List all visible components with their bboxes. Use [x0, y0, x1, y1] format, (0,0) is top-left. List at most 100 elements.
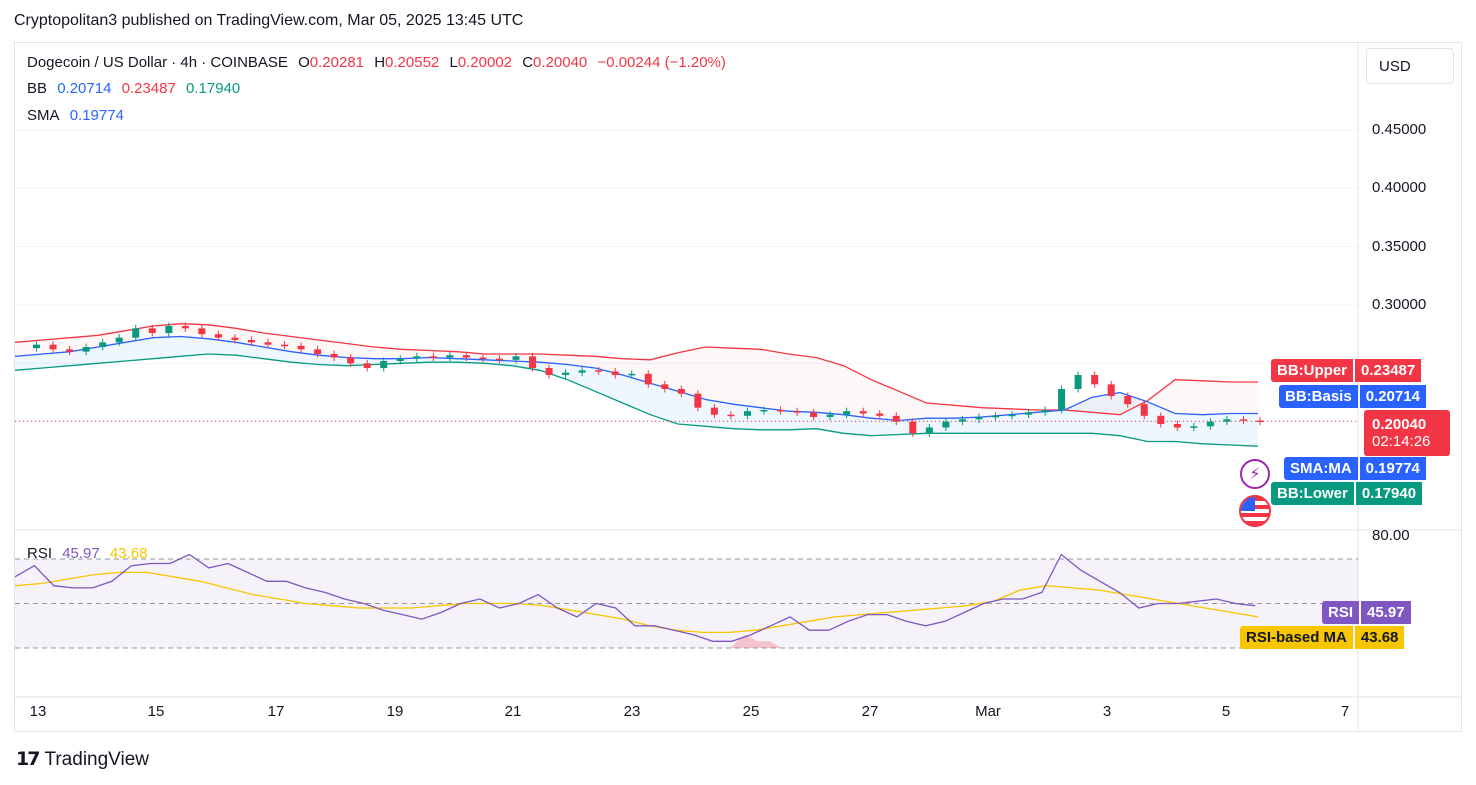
candle-body	[1008, 414, 1016, 417]
candle-body	[330, 354, 338, 358]
candle-body	[314, 349, 322, 354]
candle-body	[876, 413, 884, 416]
bb-lower-tag-value: 0.17940	[1355, 482, 1423, 505]
candle-body	[99, 342, 107, 347]
candle-body	[1223, 419, 1231, 422]
x-tick: 3	[1102, 703, 1112, 720]
candle-body	[413, 356, 421, 359]
chart-frame[interactable]	[14, 42, 1462, 732]
rsi-tag: RSI 45.97	[1322, 601, 1411, 624]
x-tick: 5	[1221, 703, 1231, 720]
candle-body	[181, 326, 189, 329]
candle-body	[132, 328, 140, 338]
y-tick: 0.30000	[1372, 296, 1427, 313]
tradingview-logo-icon: 𝟭𝟳	[16, 749, 40, 770]
open-value: 0.20281	[309, 54, 365, 71]
us-flag-canton	[1241, 497, 1255, 511]
candle-body	[115, 337, 123, 343]
x-tick: 27	[861, 703, 879, 720]
open-label: O	[298, 54, 310, 71]
x-tick: 25	[742, 703, 760, 720]
low-value: 0.20002	[457, 54, 513, 71]
candle-body	[545, 368, 553, 375]
close-label: C	[522, 54, 534, 71]
bb-upper-fill	[15, 323, 1258, 421]
rsi-tag-value: 45.97	[1361, 601, 1411, 624]
candle-body	[1124, 396, 1132, 405]
price-tag-countdown: 02:14:26	[1372, 433, 1431, 450]
x-tick: 13	[29, 703, 47, 720]
y-tick: 0.45000	[1372, 121, 1427, 138]
candle-body	[380, 361, 388, 368]
price-tag: 0.20040 02:14:26	[1364, 410, 1450, 456]
candle-body	[628, 373, 636, 376]
rsi-ma-line	[14, 571, 1259, 634]
flash-icon[interactable]: ⚡	[1240, 459, 1270, 489]
x-tick: 17	[267, 703, 285, 720]
candle-body	[826, 414, 834, 417]
rsi-tag-name: RSI	[1322, 601, 1360, 624]
candle-body	[760, 410, 768, 412]
sma-tag: SMA:MA 0.19774	[1284, 457, 1426, 480]
y-tick: 0.40000	[1372, 179, 1427, 196]
x-tick: 15	[147, 703, 165, 720]
change-value: −0.00244 (−1.20%)	[597, 54, 726, 71]
bb-legend[interactable]: BB 0.20714 0.23487 0.17940	[27, 80, 246, 97]
rsi-label: RSI	[27, 545, 53, 562]
candle-body	[611, 371, 619, 375]
bb-lower-tag: BB:Lower 0.17940	[1271, 482, 1423, 505]
high-value: 0.20552	[385, 54, 440, 71]
x-tick: 19	[386, 703, 404, 720]
tradingview-footer[interactable]: 𝟭𝟳 TradingView	[16, 748, 149, 771]
candle-body	[33, 344, 41, 349]
candle-body	[743, 411, 751, 416]
currency-button[interactable]: USD	[1366, 48, 1454, 84]
candle-body	[512, 356, 520, 360]
bb-lower-tag-name: BB:Lower	[1271, 482, 1354, 505]
bb-upper-line	[14, 323, 1258, 416]
candle-body	[165, 326, 173, 333]
candle-body	[347, 357, 355, 364]
candle-body	[1173, 424, 1181, 428]
candle-body	[1206, 421, 1214, 427]
candle-body	[529, 356, 537, 368]
rsi-value: 45.97	[62, 545, 100, 562]
high-label: H	[374, 54, 386, 71]
bb-basis-value: 0.20714	[57, 80, 112, 97]
candle-body	[495, 358, 503, 361]
candle-body	[661, 384, 669, 389]
bb-lower-fill	[15, 336, 1258, 447]
candle-body	[1140, 404, 1148, 416]
symbol-legend[interactable]: Dogecoin / US Dollar · 4h · COINBASE O0.…	[27, 54, 732, 71]
price-tag-value: 0.20040	[1372, 416, 1427, 433]
y-tick: 0.35000	[1372, 238, 1427, 255]
us-flag-icon[interactable]	[1239, 495, 1271, 527]
sma-legend[interactable]: SMA 0.19774	[27, 107, 130, 124]
bb-upper-tag: BB:Upper 0.23487	[1271, 359, 1422, 382]
candle-body	[1256, 420, 1264, 422]
sma-tag-value: 0.19774	[1359, 457, 1426, 480]
x-tick: 21	[504, 703, 522, 720]
sma-value: 0.19774	[69, 107, 124, 124]
candle-body	[694, 393, 702, 408]
symbol-name[interactable]: Dogecoin / US Dollar · 4h · COINBASE	[27, 54, 288, 71]
candle-body	[1091, 375, 1099, 385]
candle-body	[198, 328, 206, 335]
candle-body	[297, 345, 305, 350]
candle-body	[1239, 419, 1247, 421]
bb-upper-tag-value: 0.23487	[1355, 359, 1422, 382]
candle-body	[727, 414, 735, 417]
rsi-line	[14, 553, 1256, 642]
candle-body	[264, 342, 272, 345]
candle-body	[82, 347, 90, 352]
candle-body	[462, 355, 470, 358]
candle-body	[231, 337, 239, 340]
publisher-line: Cryptopolitan3 published on TradingView.…	[14, 12, 524, 29]
candle-body	[214, 334, 222, 338]
bb-basis-line	[14, 335, 1258, 422]
rsi-legend[interactable]: RSI 45.97 43.68	[27, 545, 153, 562]
x-tick: Mar	[975, 703, 1001, 720]
candle-body	[1107, 384, 1115, 396]
candle-body	[396, 358, 404, 361]
